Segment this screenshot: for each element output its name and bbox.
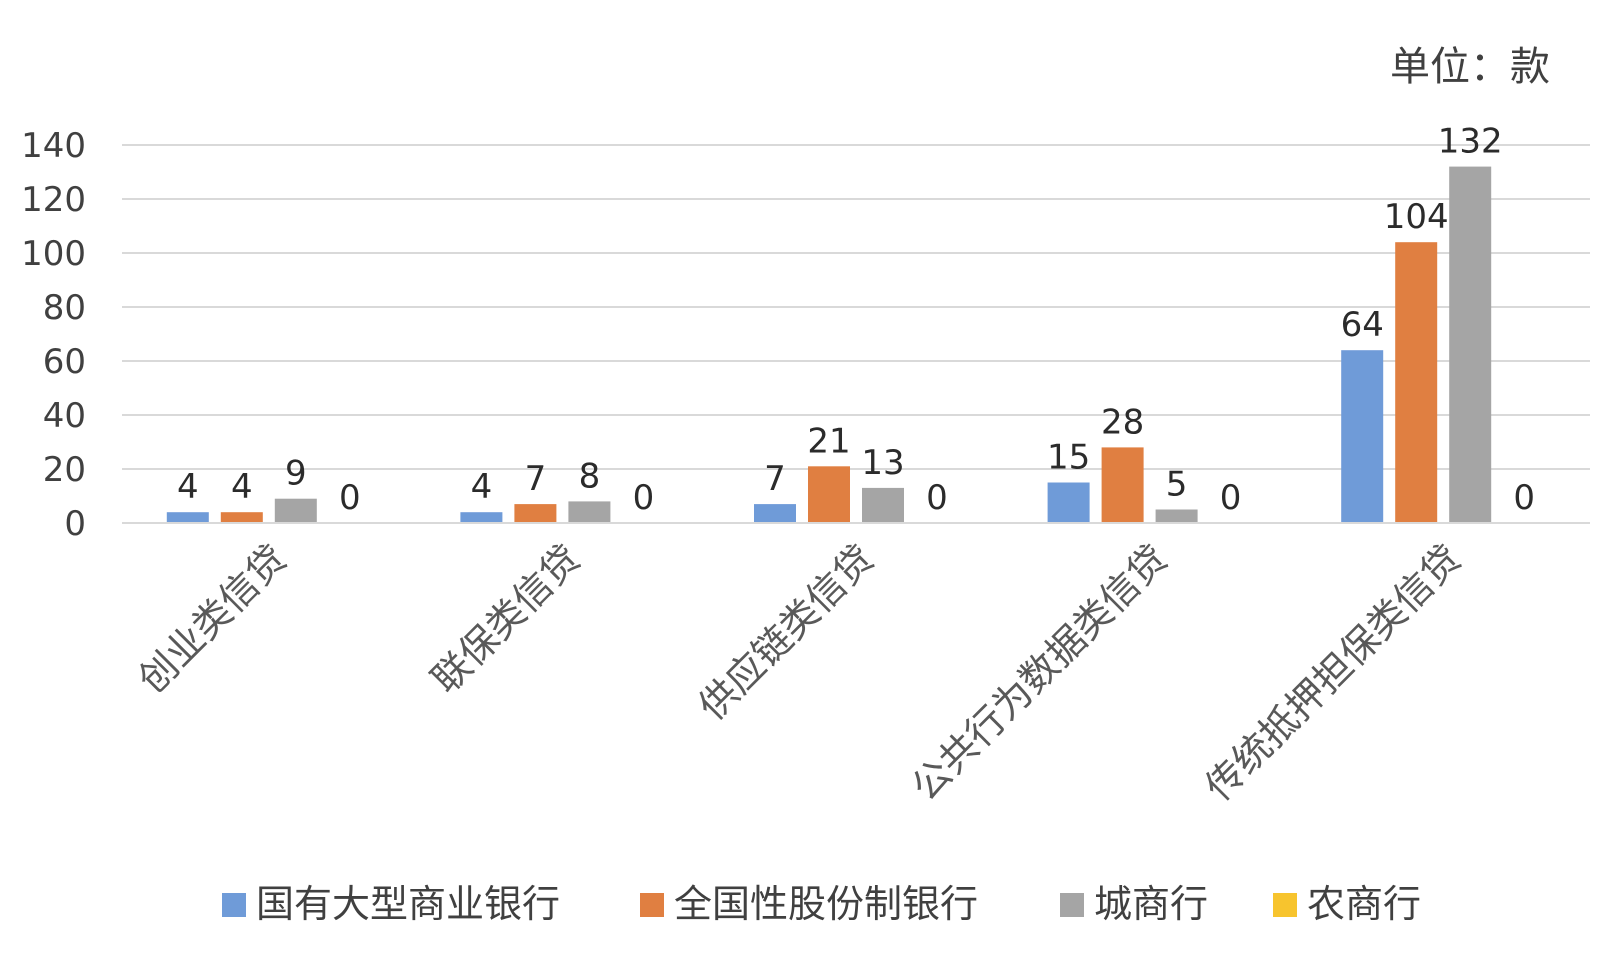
legend-label: 国有大型商业银行	[256, 882, 560, 926]
data-label: 4	[231, 467, 253, 507]
data-label: 132	[1438, 122, 1503, 162]
y-tick-label: 80	[43, 288, 86, 328]
x-tick-label: 创业类信贷	[130, 536, 295, 701]
legend-swatch-2	[640, 893, 664, 917]
bar-5-3	[1449, 166, 1492, 523]
data-label: 7	[764, 459, 786, 499]
legend-label: 农商行	[1307, 882, 1421, 926]
legend-swatch-4	[1273, 893, 1297, 917]
bar-1-3	[274, 498, 317, 523]
x-tick-label: 联保类信贷	[423, 536, 588, 701]
bar-2-1	[460, 512, 503, 523]
bar-4-1	[1047, 482, 1090, 523]
data-label: 4	[471, 467, 493, 507]
gridlines	[122, 144, 1590, 524]
data-label: 104	[1384, 197, 1449, 237]
unit-label: 单位：款	[1390, 44, 1550, 90]
data-label: 21	[807, 421, 850, 461]
y-tick-label: 20	[43, 450, 86, 490]
legend-label: 全国性股份制银行	[674, 882, 978, 926]
data-label: 4	[177, 467, 199, 507]
data-label: 0	[926, 478, 948, 518]
data-label: 5	[1166, 465, 1188, 505]
bar-5-2	[1395, 242, 1438, 523]
legend-swatch-1	[222, 893, 246, 917]
y-tick-label: 60	[43, 342, 86, 382]
data-label: 8	[579, 456, 601, 496]
bars	[166, 166, 1492, 523]
legend-label: 城商行	[1094, 882, 1208, 926]
data-label: 0	[339, 478, 361, 518]
x-axis: 创业类信贷 联保类信贷 供应链类信贷 公共行为数据类信贷 传统抵押担保类信贷	[122, 522, 1590, 809]
y-axis: 0 20 40 60 80 100 120 140	[21, 126, 86, 544]
bar-4-2	[1101, 447, 1144, 523]
bar-3-1	[754, 504, 796, 523]
bar-5-1	[1341, 350, 1384, 523]
y-tick-label: 120	[21, 180, 86, 220]
bar-3-2	[808, 466, 850, 523]
x-tick-label: 供应链类信贷	[690, 536, 882, 728]
data-label: 28	[1101, 402, 1144, 442]
data-label: 64	[1341, 305, 1384, 345]
data-label: 13	[861, 443, 904, 483]
data-label: 7	[525, 459, 547, 499]
data-label: 0	[633, 478, 655, 518]
legend-swatch-3	[1060, 893, 1084, 917]
data-label: 0	[1513, 478, 1535, 518]
bar-3-3	[862, 487, 904, 523]
y-tick-label: 140	[21, 126, 86, 166]
data-label: 15	[1047, 438, 1090, 478]
bar-2-3	[568, 501, 611, 523]
x-tick-label: 传统抵押担保类信贷	[1197, 536, 1470, 809]
bar-4-3	[1155, 509, 1198, 523]
legend: 国有大型商业银行 全国性股份制银行 城商行 农商行	[222, 882, 1421, 926]
bar-1-2	[220, 512, 263, 523]
y-tick-label: 0	[64, 504, 86, 544]
y-tick-label: 40	[43, 396, 86, 436]
bar-2-2	[514, 504, 557, 523]
bar-1-1	[166, 512, 209, 523]
data-label: 9	[285, 454, 307, 494]
data-label: 0	[1220, 478, 1242, 518]
y-tick-label: 100	[21, 234, 86, 274]
x-tick-label: 公共行为数据类信贷	[903, 536, 1176, 809]
